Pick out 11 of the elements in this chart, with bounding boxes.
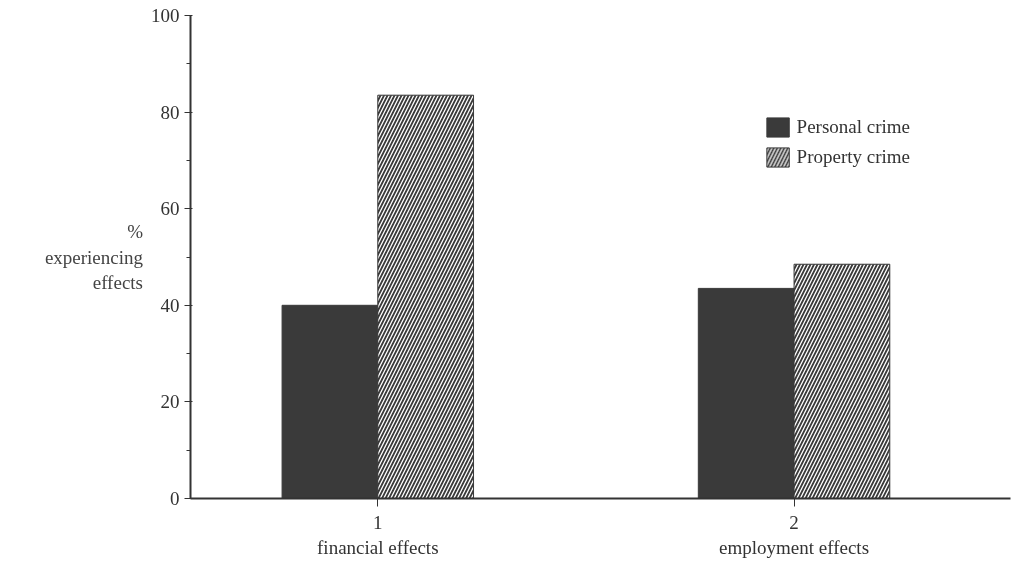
x-tick-label: 2 employment effects: [719, 511, 870, 558]
legend-label: Property crime: [796, 146, 910, 168]
y-tick-label: 60: [160, 198, 180, 220]
y-axis-title: % experiencing effects: [44, 221, 144, 293]
y-tick-label: 80: [160, 101, 180, 123]
y-tick-label: 0: [170, 488, 180, 509]
x-tick-label: 1 financial effects: [317, 511, 439, 558]
y-tick-label: 20: [160, 391, 180, 413]
y-tick-label: 100: [151, 5, 180, 26]
legend-label: Personal crime: [796, 116, 910, 138]
y-tick-label: 40: [160, 294, 180, 316]
